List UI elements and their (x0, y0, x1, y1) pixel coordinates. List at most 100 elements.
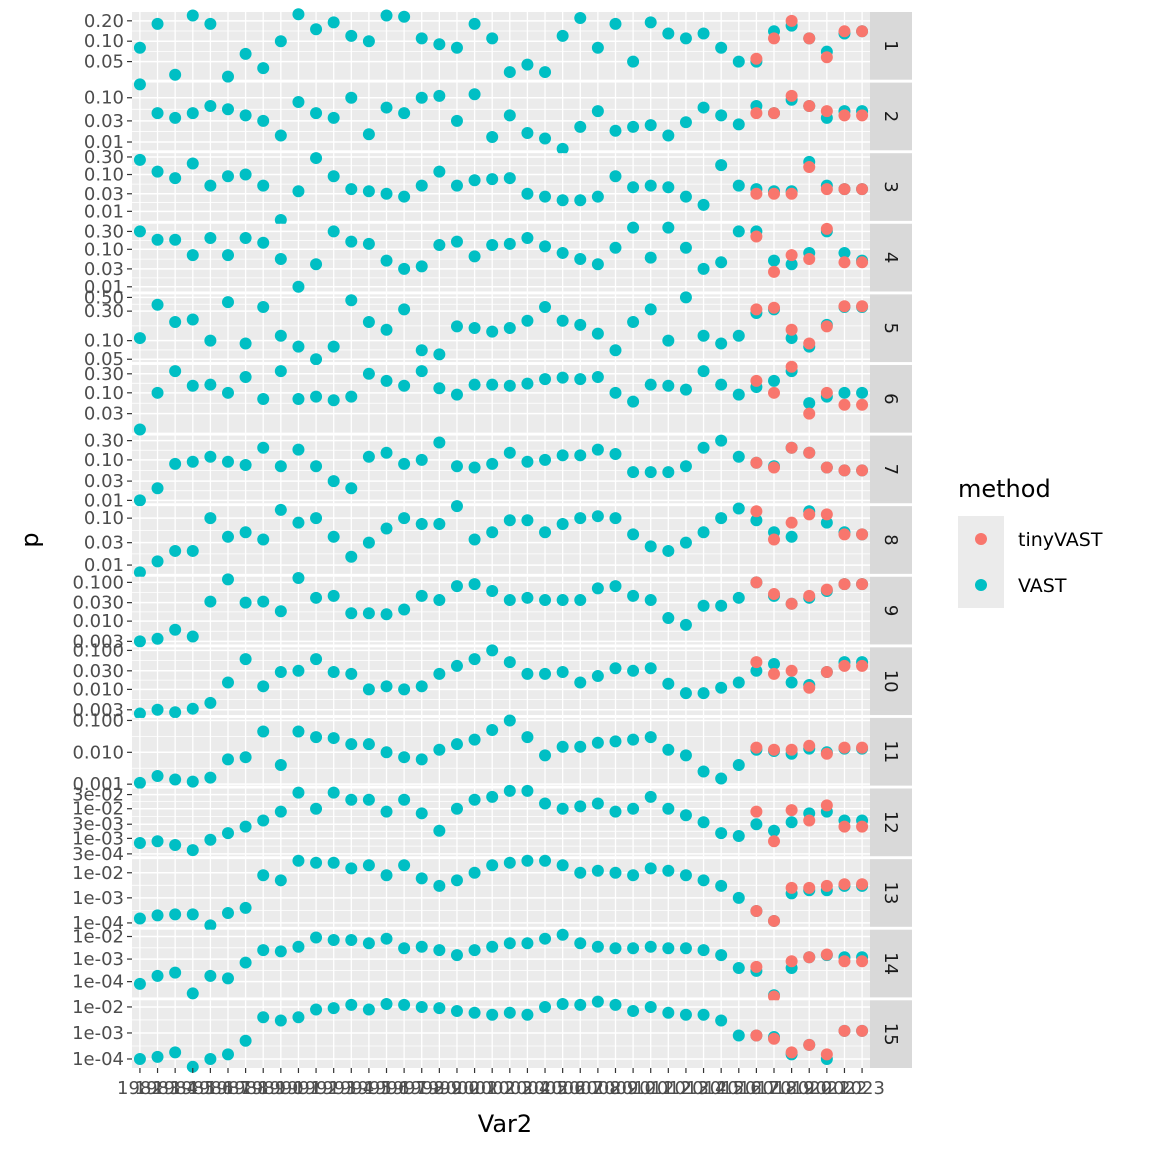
point-vast (257, 300, 270, 313)
point-vast (169, 544, 182, 557)
point-tinyvast (750, 187, 763, 200)
point-vast (468, 866, 481, 879)
point-vast (204, 919, 217, 932)
point-tinyvast (750, 904, 763, 917)
legend: method tinyVAST VAST (958, 475, 1103, 608)
y-tick-label: 1e-03 (72, 1023, 124, 1044)
point-tinyvast (856, 1024, 869, 1037)
point-vast (310, 1003, 323, 1016)
legend-label-vast: VAST (1018, 575, 1067, 597)
point-vast (133, 332, 146, 345)
point-vast (186, 630, 199, 643)
point-vast (715, 512, 728, 525)
point-tinyvast (785, 516, 798, 529)
point-vast (697, 687, 710, 700)
point-vast (591, 510, 604, 523)
point-vast (644, 303, 657, 316)
point-vast (310, 802, 323, 815)
facet-strip (870, 364, 912, 433)
point-tinyvast (856, 398, 869, 411)
point-tinyvast (838, 878, 851, 891)
point-vast (133, 836, 146, 849)
point-vast (433, 944, 446, 957)
point-vast (715, 109, 728, 122)
point-vast (450, 802, 463, 815)
point-vast (380, 374, 393, 387)
y-tick-label: 0.05 (84, 349, 124, 370)
facet-strip-label: 5 (880, 322, 901, 333)
point-vast (768, 657, 781, 670)
point-vast (169, 706, 182, 719)
point-vast (627, 869, 640, 882)
facet-strip-label: 7 (880, 464, 901, 475)
point-vast (433, 382, 446, 395)
point-vast (627, 1004, 640, 1017)
y-tick-label: 0.10 (84, 383, 124, 404)
point-vast (292, 96, 305, 109)
point-tinyvast (856, 25, 869, 38)
point-vast (239, 232, 252, 245)
point-vast (398, 457, 411, 470)
point-vast (539, 66, 552, 79)
point-vast (503, 109, 516, 122)
point-vast (679, 687, 692, 700)
point-vast (679, 116, 692, 129)
point-vast (327, 394, 340, 407)
point-vast (609, 735, 622, 748)
point-vast (556, 29, 569, 42)
point-tinyvast (820, 320, 833, 333)
point-vast (133, 566, 146, 579)
point-vast (503, 784, 516, 797)
point-vast (591, 995, 604, 1008)
point-vast (257, 114, 270, 127)
point-vast (591, 105, 604, 118)
x-tick-label: 1999 (416, 1078, 462, 1099)
point-vast (644, 940, 657, 953)
facet-panel-15: 1e-04 1e-03 1e-02 15 (72, 995, 912, 1073)
point-vast (503, 514, 516, 527)
point-vast (574, 449, 587, 462)
point-vast (221, 530, 234, 543)
point-vast (662, 612, 675, 625)
point-tinyvast (803, 161, 816, 174)
point-vast (574, 373, 587, 386)
point-vast (732, 450, 745, 463)
point-tinyvast (820, 799, 833, 812)
point-vast (292, 280, 305, 293)
point-vast (556, 142, 569, 155)
legend-key-tinyvast (975, 533, 987, 545)
point-vast (380, 805, 393, 818)
point-vast (345, 294, 358, 307)
point-vast (204, 771, 217, 784)
point-vast (257, 441, 270, 454)
x-tick-label: 2015 (698, 1078, 744, 1099)
point-vast (627, 316, 640, 329)
y-tick-label: 0.03 (84, 259, 124, 280)
panel-background (132, 294, 870, 363)
point-vast (204, 450, 217, 463)
point-vast (591, 370, 604, 383)
facet-panel-2: 0.010.030.10 2 (84, 78, 912, 155)
facet-strip-label: 10 (880, 670, 901, 693)
point-vast (679, 460, 692, 473)
point-tinyvast (820, 665, 833, 678)
point-vast (186, 702, 199, 715)
point-vast (169, 68, 182, 81)
point-vast (380, 608, 393, 621)
point-vast (133, 977, 146, 990)
point-tinyvast (856, 878, 869, 891)
y-tick-label: 0.30 (84, 364, 124, 385)
point-vast (169, 773, 182, 786)
point-vast (574, 253, 587, 266)
point-vast (133, 494, 146, 507)
point-vast (574, 120, 587, 133)
point-vast (221, 249, 234, 262)
point-vast (398, 512, 411, 525)
point-vast (644, 378, 657, 391)
point-vast (591, 864, 604, 877)
point-vast (732, 179, 745, 192)
point-vast (327, 732, 340, 745)
point-vast (556, 449, 569, 462)
point-vast (274, 253, 287, 266)
point-tinyvast (838, 300, 851, 313)
